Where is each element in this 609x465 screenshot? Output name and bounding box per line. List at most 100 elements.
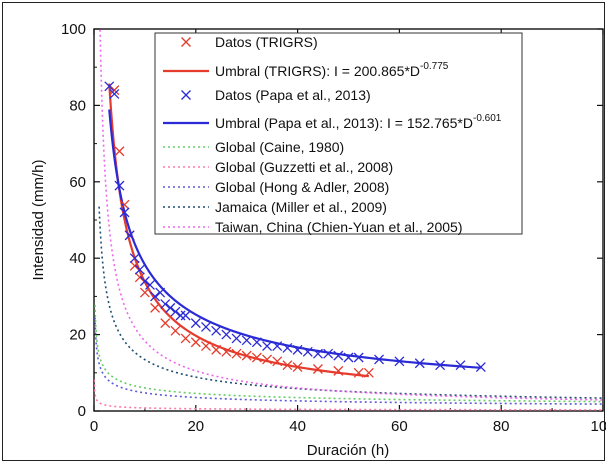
- y-tick-label: 100: [61, 21, 86, 38]
- data-point-datos_trigrs: [292, 362, 303, 373]
- data-point-datos_trigrs: [363, 367, 374, 378]
- data-point-datos_papa: [374, 354, 384, 365]
- data-point-datos_papa: [165, 302, 176, 313]
- data-point-datos_trigrs: [150, 302, 161, 313]
- data-point-datos_trigrs: [262, 354, 273, 365]
- y-tick-label: 0: [78, 403, 86, 420]
- data-point-datos_papa: [302, 346, 313, 357]
- data-point-datos_papa: [114, 180, 125, 191]
- data-point-datos_papa: [282, 343, 293, 353]
- data-point-datos_papa: [160, 299, 171, 309]
- y-tick-label: 80: [69, 97, 86, 114]
- data-point-datos_trigrs: [313, 364, 323, 374]
- legend-item-guzzetti: Global (Guzzetti et al., 2008): [163, 159, 393, 175]
- data-point-datos_papa: [145, 279, 155, 290]
- data-point-datos_trigrs: [190, 337, 201, 348]
- legend-item-datos_trigrs: Datos (TRIGRS): [181, 34, 318, 50]
- legend-label: Taiwan, China (Chien-Yuan et al., 2005): [215, 219, 462, 235]
- y-tick-label: 60: [69, 174, 86, 191]
- data-point-datos_trigrs: [221, 346, 232, 357]
- data-point-datos_papa: [170, 306, 181, 317]
- legend-item-miller: Jamaica (Miller et al., 2009): [163, 199, 387, 215]
- data-point-datos_papa: [129, 253, 140, 264]
- x-tick-label: 0: [90, 418, 98, 435]
- series-line-hong: [94, 317, 603, 405]
- data-point-datos_papa: [134, 264, 145, 275]
- legend-label: Global (Caine, 1980): [215, 139, 344, 155]
- data-point-datos_papa: [231, 333, 242, 344]
- legend-box: [154, 32, 523, 235]
- data-point-datos_papa: [292, 344, 303, 355]
- x-axis-title: Duración (h): [307, 442, 390, 459]
- data-point-datos_papa: [333, 350, 344, 361]
- x-tick-label: 100: [590, 418, 606, 435]
- data-point-datos_papa: [262, 341, 273, 352]
- data-point-datos_trigrs: [139, 287, 150, 298]
- data-point-datos_papa: [139, 276, 150, 287]
- legend-marker: [181, 37, 191, 47]
- data-point-datos_papa: [323, 348, 334, 359]
- data-point-datos_papa: [475, 362, 486, 373]
- legend-items: Datos (TRIGRS) Umbral (TRIGRS): I = 200.8…: [163, 34, 502, 235]
- data-point-datos_papa: [150, 291, 161, 302]
- legend-marker: [181, 90, 191, 100]
- data-point-datos_papa: [175, 310, 186, 321]
- data-point-datos_trigrs: [180, 333, 191, 344]
- legend-item-datos_papa: Datos (Papa et al., 2013): [181, 87, 371, 103]
- x-tick-label: 20: [187, 418, 204, 435]
- data-point-datos_trigrs: [272, 356, 283, 367]
- data-point-datos_trigrs: [251, 352, 262, 363]
- chart-marks: [94, 29, 603, 411]
- data-point-datos_papa: [414, 358, 425, 369]
- data-point-datos_papa: [251, 337, 262, 348]
- legend-label: Global (Hong & Adler, 2008): [215, 179, 389, 195]
- legend-label: Datos (TRIGRS): [215, 34, 318, 50]
- data-point-datos_papa: [104, 81, 115, 92]
- data-point-datos_papa: [241, 335, 252, 346]
- data-point-datos_papa: [109, 88, 120, 99]
- y-axis-title: Intensidad (mm/h): [30, 160, 47, 281]
- data-point-datos_trigrs: [282, 360, 293, 371]
- data-point-datos_trigrs: [134, 272, 145, 283]
- data-point-datos_trigrs: [129, 260, 140, 271]
- series-line-taiwan: [99, 29, 603, 401]
- data-point-datos_papa: [272, 341, 283, 352]
- data-point-datos_trigrs: [170, 325, 181, 336]
- data-point-datos_papa: [190, 318, 201, 329]
- legend-label: Umbral (TRIGRS): I = 200.865*D-0.775: [215, 61, 449, 79]
- x-tick-label: 80: [493, 418, 510, 435]
- y-tick-label: 40: [69, 250, 86, 267]
- data-point-datos_trigrs: [241, 350, 252, 361]
- legend-label: Datos (Papa et al., 2013): [215, 87, 371, 103]
- x-tick-label: 60: [391, 418, 408, 435]
- data-point-datos_papa: [313, 348, 323, 359]
- y-tick-label: 20: [69, 327, 86, 344]
- legend-label: Global (Guzzetti et al., 2008): [215, 159, 393, 175]
- data-point-datos_trigrs: [160, 318, 171, 329]
- x-tick-label: 40: [289, 418, 306, 435]
- series-line-miller: [98, 206, 603, 399]
- data-point-datos_papa: [455, 360, 466, 371]
- legend-item-taiwan: Taiwan, China (Chien-Yuan et al., 2005): [163, 219, 462, 235]
- axis-ticks: 0 20 40 60 80 100 0 20 40 60 80 100: [61, 21, 606, 435]
- legend: Datos (TRIGRS) Umbral (TRIGRS): I = 200.8…: [154, 32, 523, 235]
- series-line-guzzetti: [94, 379, 603, 411]
- legend-item-hong: Global (Hong & Adler, 2008): [163, 179, 389, 195]
- chart-svg: 0 20 40 60 80 100 0 20 40 60 80 100 Duración (h) In…: [30, 21, 606, 459]
- data-point-datos_papa: [180, 310, 191, 321]
- data-point-datos_papa: [119, 207, 130, 218]
- data-point-datos_papa: [353, 352, 364, 363]
- legend-item-caine: Global (Caine, 1980): [163, 139, 344, 155]
- data-point-datos_trigrs: [119, 199, 130, 210]
- data-point-datos_trigrs: [211, 344, 222, 355]
- legend-label: Jamaica (Miller et al., 2009): [215, 199, 387, 215]
- legend-label: Umbral (Papa et al., 2013): I = 152.765*…: [215, 113, 502, 131]
- data-point-datos_papa: [394, 356, 405, 367]
- data-point-datos_trigrs: [114, 146, 125, 157]
- legend-item-umbral_trigrs: Umbral (TRIGRS): I = 200.865*D-0.775: [163, 61, 449, 79]
- data-point-datos_trigrs: [109, 85, 120, 96]
- data-point-datos_trigrs: [231, 348, 242, 359]
- data-point-datos_trigrs: [333, 365, 344, 376]
- series-line-caine: [94, 304, 603, 403]
- chart-frame: 0 20 40 60 80 100 0 20 40 60 80 100 Duración (h) In…: [2, 2, 606, 461]
